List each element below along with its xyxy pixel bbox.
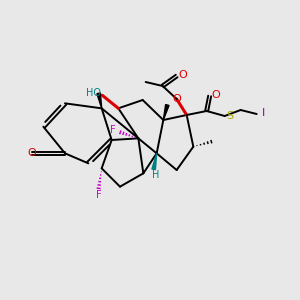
- Polygon shape: [152, 153, 157, 170]
- Text: S: S: [226, 111, 233, 121]
- Text: F: F: [96, 190, 101, 200]
- Text: HO: HO: [86, 88, 101, 98]
- Text: H: H: [152, 170, 159, 180]
- Text: O: O: [211, 90, 220, 100]
- Text: F: F: [110, 125, 115, 135]
- Polygon shape: [97, 93, 102, 108]
- Text: O: O: [178, 70, 187, 80]
- Text: I: I: [262, 108, 265, 118]
- Text: O: O: [27, 148, 36, 158]
- Polygon shape: [163, 104, 169, 120]
- Text: O: O: [172, 94, 181, 104]
